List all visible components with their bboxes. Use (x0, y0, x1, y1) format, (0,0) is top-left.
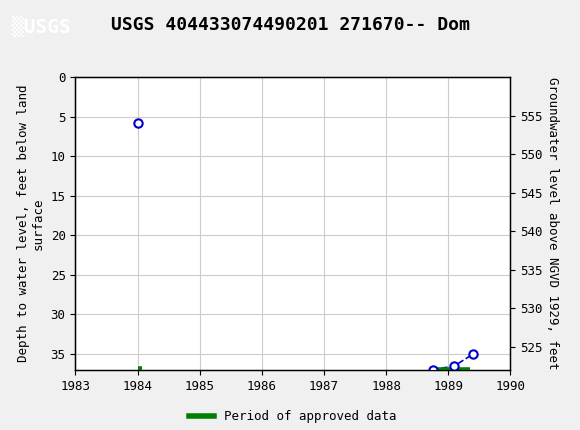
Text: ▒USGS: ▒USGS (12, 15, 70, 37)
Text: USGS 404433074490201 271670-- Dom: USGS 404433074490201 271670-- Dom (111, 16, 469, 34)
Y-axis label: Depth to water level, feet below land
surface: Depth to water level, feet below land su… (17, 85, 45, 362)
Y-axis label: Groundwater level above NGVD 1929, feet: Groundwater level above NGVD 1929, feet (546, 77, 559, 370)
Legend: Period of approved data: Period of approved data (184, 405, 401, 428)
